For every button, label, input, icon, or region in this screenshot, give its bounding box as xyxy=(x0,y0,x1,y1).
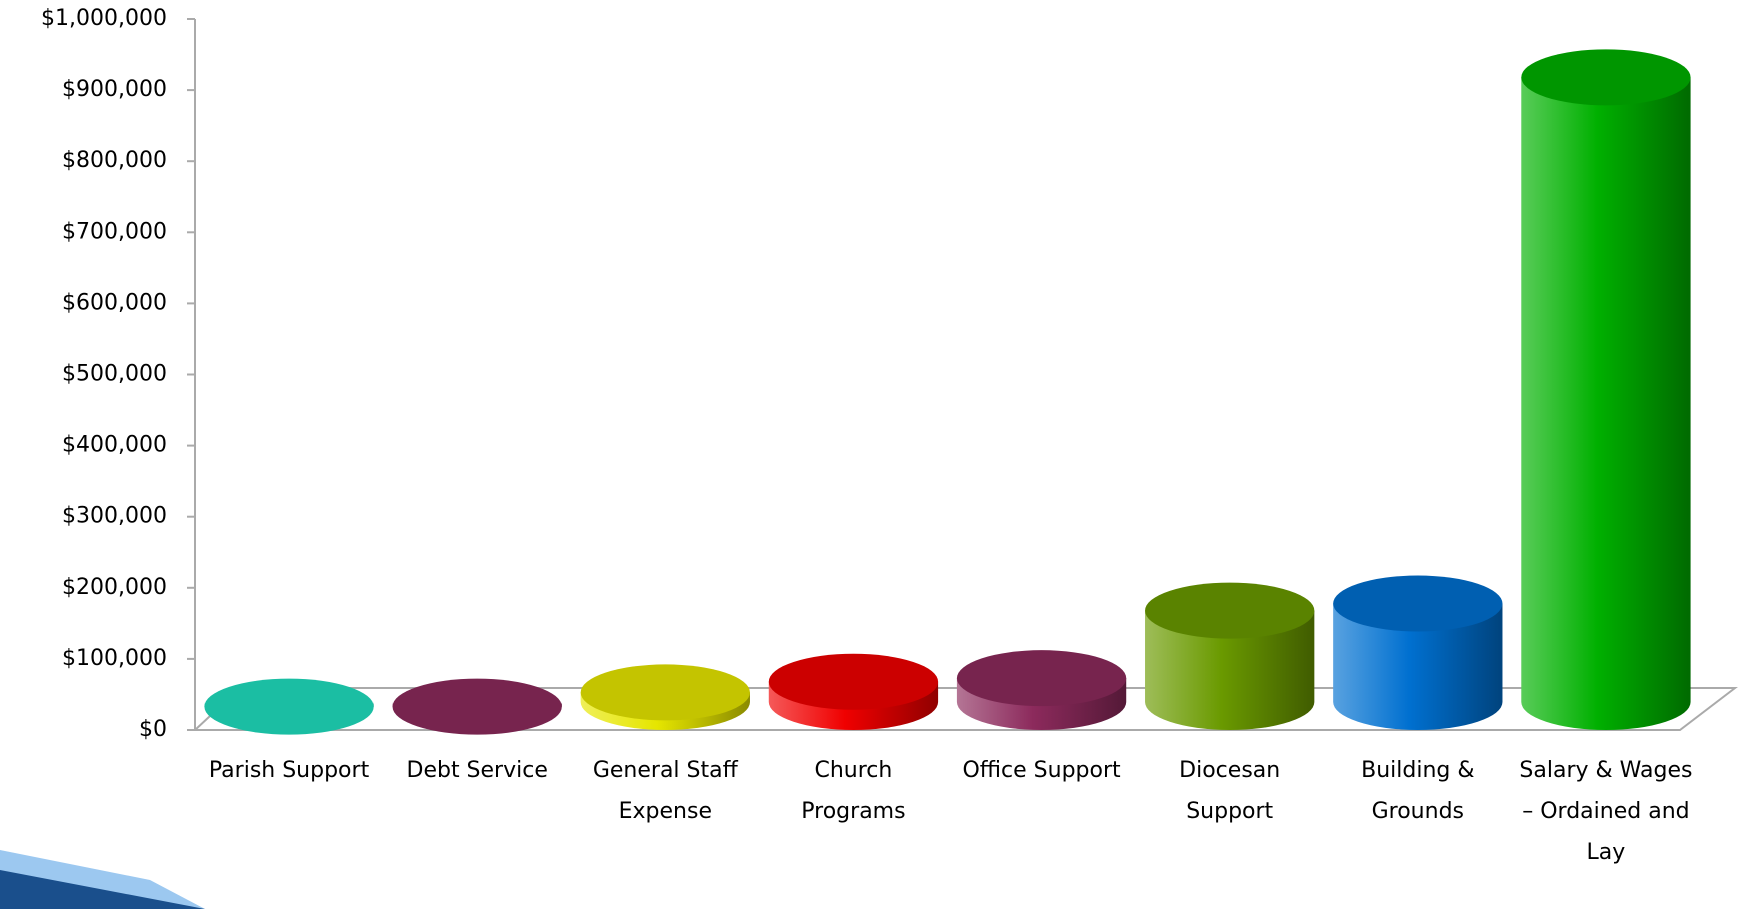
bar-top xyxy=(204,678,374,735)
x-tick-label: Parish Support xyxy=(208,758,370,783)
x-tick-label: Debt Service xyxy=(406,758,548,783)
decor-swoosh-dark xyxy=(0,870,205,909)
y-tick-label: $600,000 xyxy=(62,290,167,315)
bar-top xyxy=(1145,582,1315,639)
y-tick-label: $700,000 xyxy=(62,219,167,244)
bar-top xyxy=(580,664,750,721)
x-tick-label: Office Support xyxy=(962,758,1121,783)
y-tick-label: $800,000 xyxy=(62,148,167,173)
bar-top xyxy=(1333,575,1503,632)
x-tick-label: Church Programs xyxy=(801,758,906,824)
y-tick-label: $400,000 xyxy=(62,433,167,458)
bar-top xyxy=(392,678,562,735)
bar-body xyxy=(1145,610,1315,731)
y-tick-label: $0 xyxy=(139,717,167,742)
x-tick-label: General Staff Expense xyxy=(592,758,738,824)
bar-top xyxy=(768,653,939,710)
x-tick-label: Salary & Wages – Ordained and Lay xyxy=(1519,758,1693,865)
bar-body xyxy=(1333,603,1503,731)
y-tick-label: $200,000 xyxy=(62,575,167,600)
bar-body xyxy=(1521,77,1691,731)
y-tick-label: $500,000 xyxy=(62,362,167,387)
x-tick-label: Building & Grounds xyxy=(1361,758,1475,824)
y-tick-label: $900,000 xyxy=(62,77,167,102)
y-tick-label: $300,000 xyxy=(62,504,167,529)
bar-top xyxy=(1521,49,1691,106)
y-tick-label: $100,000 xyxy=(62,646,167,671)
bar-top xyxy=(956,650,1127,707)
y-tick-label: $1,000,000 xyxy=(41,6,167,31)
x-tick-label: Diocesan Support xyxy=(1179,758,1281,824)
